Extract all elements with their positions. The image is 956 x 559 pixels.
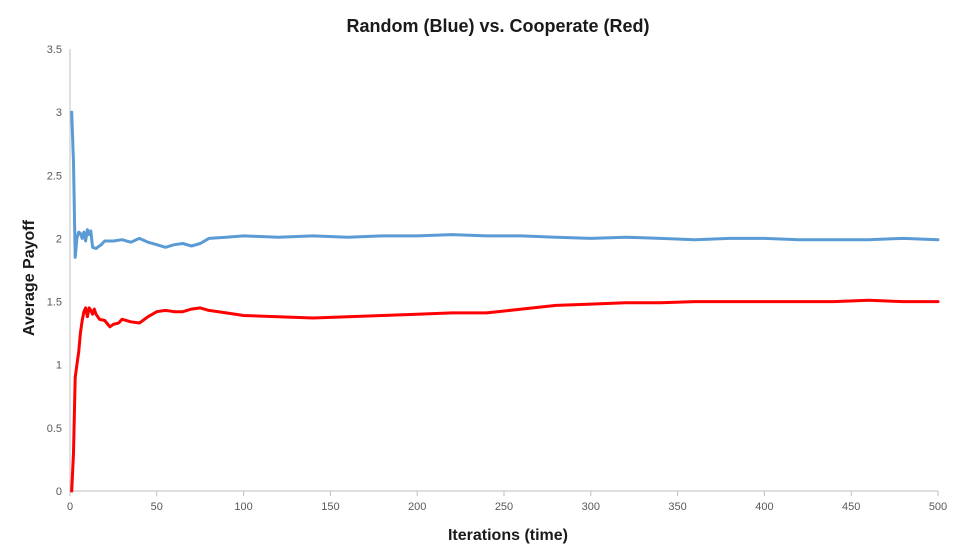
- x-tick-label: 150: [321, 501, 339, 513]
- x-tick-label: 250: [495, 501, 513, 513]
- x-tick-label: 350: [668, 501, 686, 513]
- y-tick-label: 3: [56, 107, 62, 119]
- x-tick-label: 300: [582, 501, 600, 513]
- x-tick-label: 50: [151, 501, 163, 513]
- series-line-blue: [70, 110, 940, 259]
- x-tick-label: 450: [842, 501, 860, 513]
- series-line-red: [70, 298, 940, 493]
- x-tick-label: 200: [408, 501, 426, 513]
- chart-title: Random (Blue) vs. Cooperate (Red): [346, 16, 649, 36]
- x-tick-label: 400: [755, 501, 773, 513]
- x-tick-label: 0: [67, 501, 73, 513]
- x-tick-label: 100: [234, 501, 252, 513]
- series-layer: [70, 110, 940, 493]
- x-axis-label: Iterations (time): [448, 527, 568, 544]
- y-tick-label: 0: [56, 486, 62, 498]
- y-tick-label: 0.5: [47, 423, 62, 435]
- y-tick-label: 1.5: [47, 297, 62, 309]
- y-tick-label: 1: [56, 360, 62, 372]
- x-tick-label: 500: [929, 501, 947, 513]
- y-axis-label: Average Payoff: [21, 219, 38, 336]
- y-tick-label: 2.5: [47, 170, 62, 182]
- x-axis-ticks: 0 50 100 150 200 250 300 350 400 450 500: [67, 491, 947, 513]
- y-tick-label: 2: [56, 233, 62, 245]
- y-tick-label: 3.5: [47, 44, 62, 56]
- y-axis-ticks: 0 0.5 1 1.5 2 2.5 3 3.5: [47, 44, 62, 498]
